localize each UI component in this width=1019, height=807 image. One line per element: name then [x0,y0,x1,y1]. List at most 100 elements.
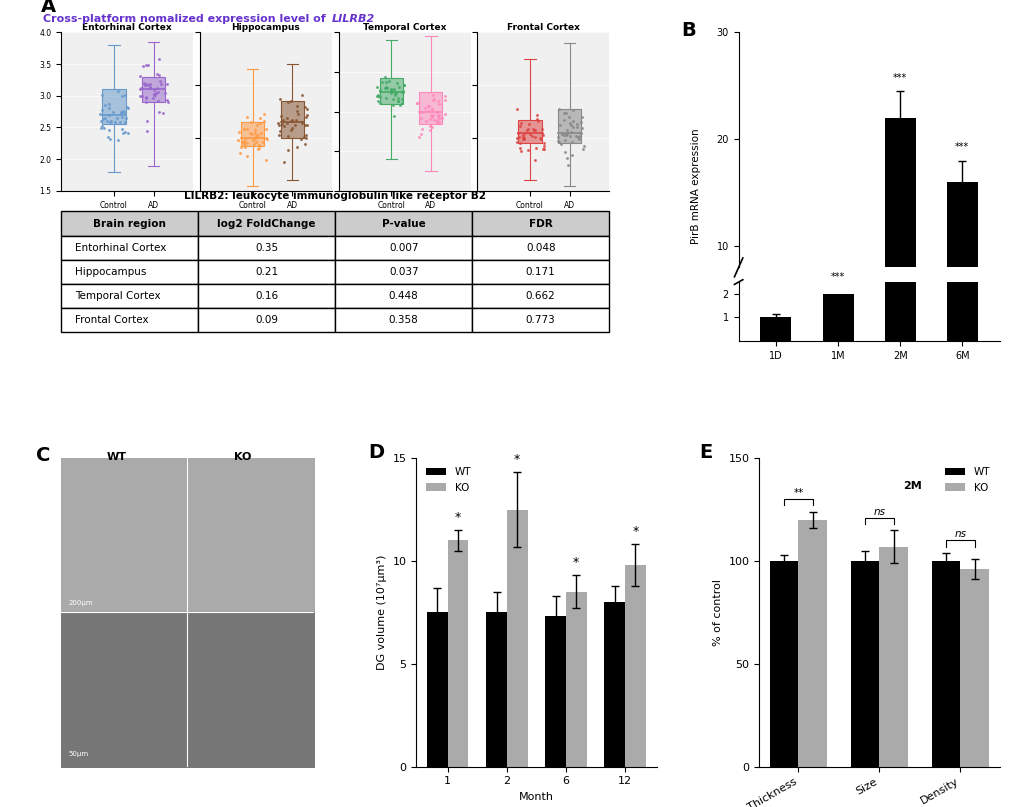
Point [145,91,161,104]
Point [382,87,398,100]
Point [512,141,528,154]
Text: ns: ns [872,507,884,516]
Point [565,103,581,116]
Point [388,77,405,90]
Point [274,117,290,130]
Point [409,97,425,110]
Point [283,122,300,135]
Point [270,128,286,141]
Point [120,126,137,139]
Point [549,131,566,144]
Point [252,117,268,130]
Point [413,112,429,125]
Point [148,86,164,99]
Bar [883,282,915,341]
Point [142,80,158,93]
Point [298,111,314,123]
Point [105,106,121,119]
Point [101,123,117,136]
Point [550,136,567,148]
Point [297,137,313,150]
Title: Frontal Cortex: Frontal Cortex [506,23,579,31]
Point [549,134,566,147]
Point [256,108,272,121]
Point [378,75,394,88]
Bar [102,90,125,124]
Point [419,105,435,118]
Point [114,123,130,136]
Text: ***: *** [893,73,907,82]
Point [242,127,258,140]
Point [248,130,264,143]
Bar [486,613,506,767]
Point [420,99,436,112]
Point [555,107,572,119]
Text: 200μm: 200μm [68,600,94,606]
Point [97,111,113,124]
Text: ***: *** [954,142,968,152]
Point [150,86,166,98]
Point [564,114,580,127]
Point [562,119,579,132]
Point [418,115,434,128]
Text: KO: KO [234,452,252,462]
Point [298,132,314,144]
Point [531,132,547,144]
Point [528,109,544,122]
Point [131,90,148,102]
Bar [557,109,581,144]
Bar [280,101,304,138]
Point [118,100,135,113]
Point [436,93,452,106]
Point [94,120,110,133]
Point [508,136,525,148]
Point [246,137,262,150]
Point [146,88,162,101]
Point [426,114,442,127]
Point [259,133,275,146]
Point [553,128,570,140]
Point [575,142,591,155]
Point [378,82,394,94]
Point [557,107,574,119]
Point [97,98,113,111]
Point [369,89,385,102]
Point [100,130,116,143]
Point [414,123,430,136]
Point [424,102,440,115]
Point [282,94,299,107]
Point [507,132,524,144]
Point [231,147,248,160]
Point [413,128,429,140]
Point [250,129,266,142]
Point [393,93,410,106]
Point [288,99,305,112]
Point [109,85,125,98]
Point [390,94,407,107]
Point [572,129,588,142]
Point [429,105,445,118]
Bar [759,342,791,353]
Point [249,119,265,132]
Point [114,104,130,117]
Point [431,115,447,128]
Point [385,82,401,95]
Point [430,110,446,123]
Point [117,89,133,102]
Point [372,84,388,97]
Bar [878,546,907,767]
Point [521,128,537,140]
Point [244,128,260,140]
Point [428,106,444,119]
Point [247,131,263,144]
Point [93,122,109,135]
Point [564,135,580,148]
Point [558,128,575,140]
Point [517,127,533,140]
Point [423,103,439,116]
Point [293,116,310,129]
Point [559,158,576,171]
Point [513,116,529,129]
Point [159,77,175,90]
Point [115,105,131,118]
